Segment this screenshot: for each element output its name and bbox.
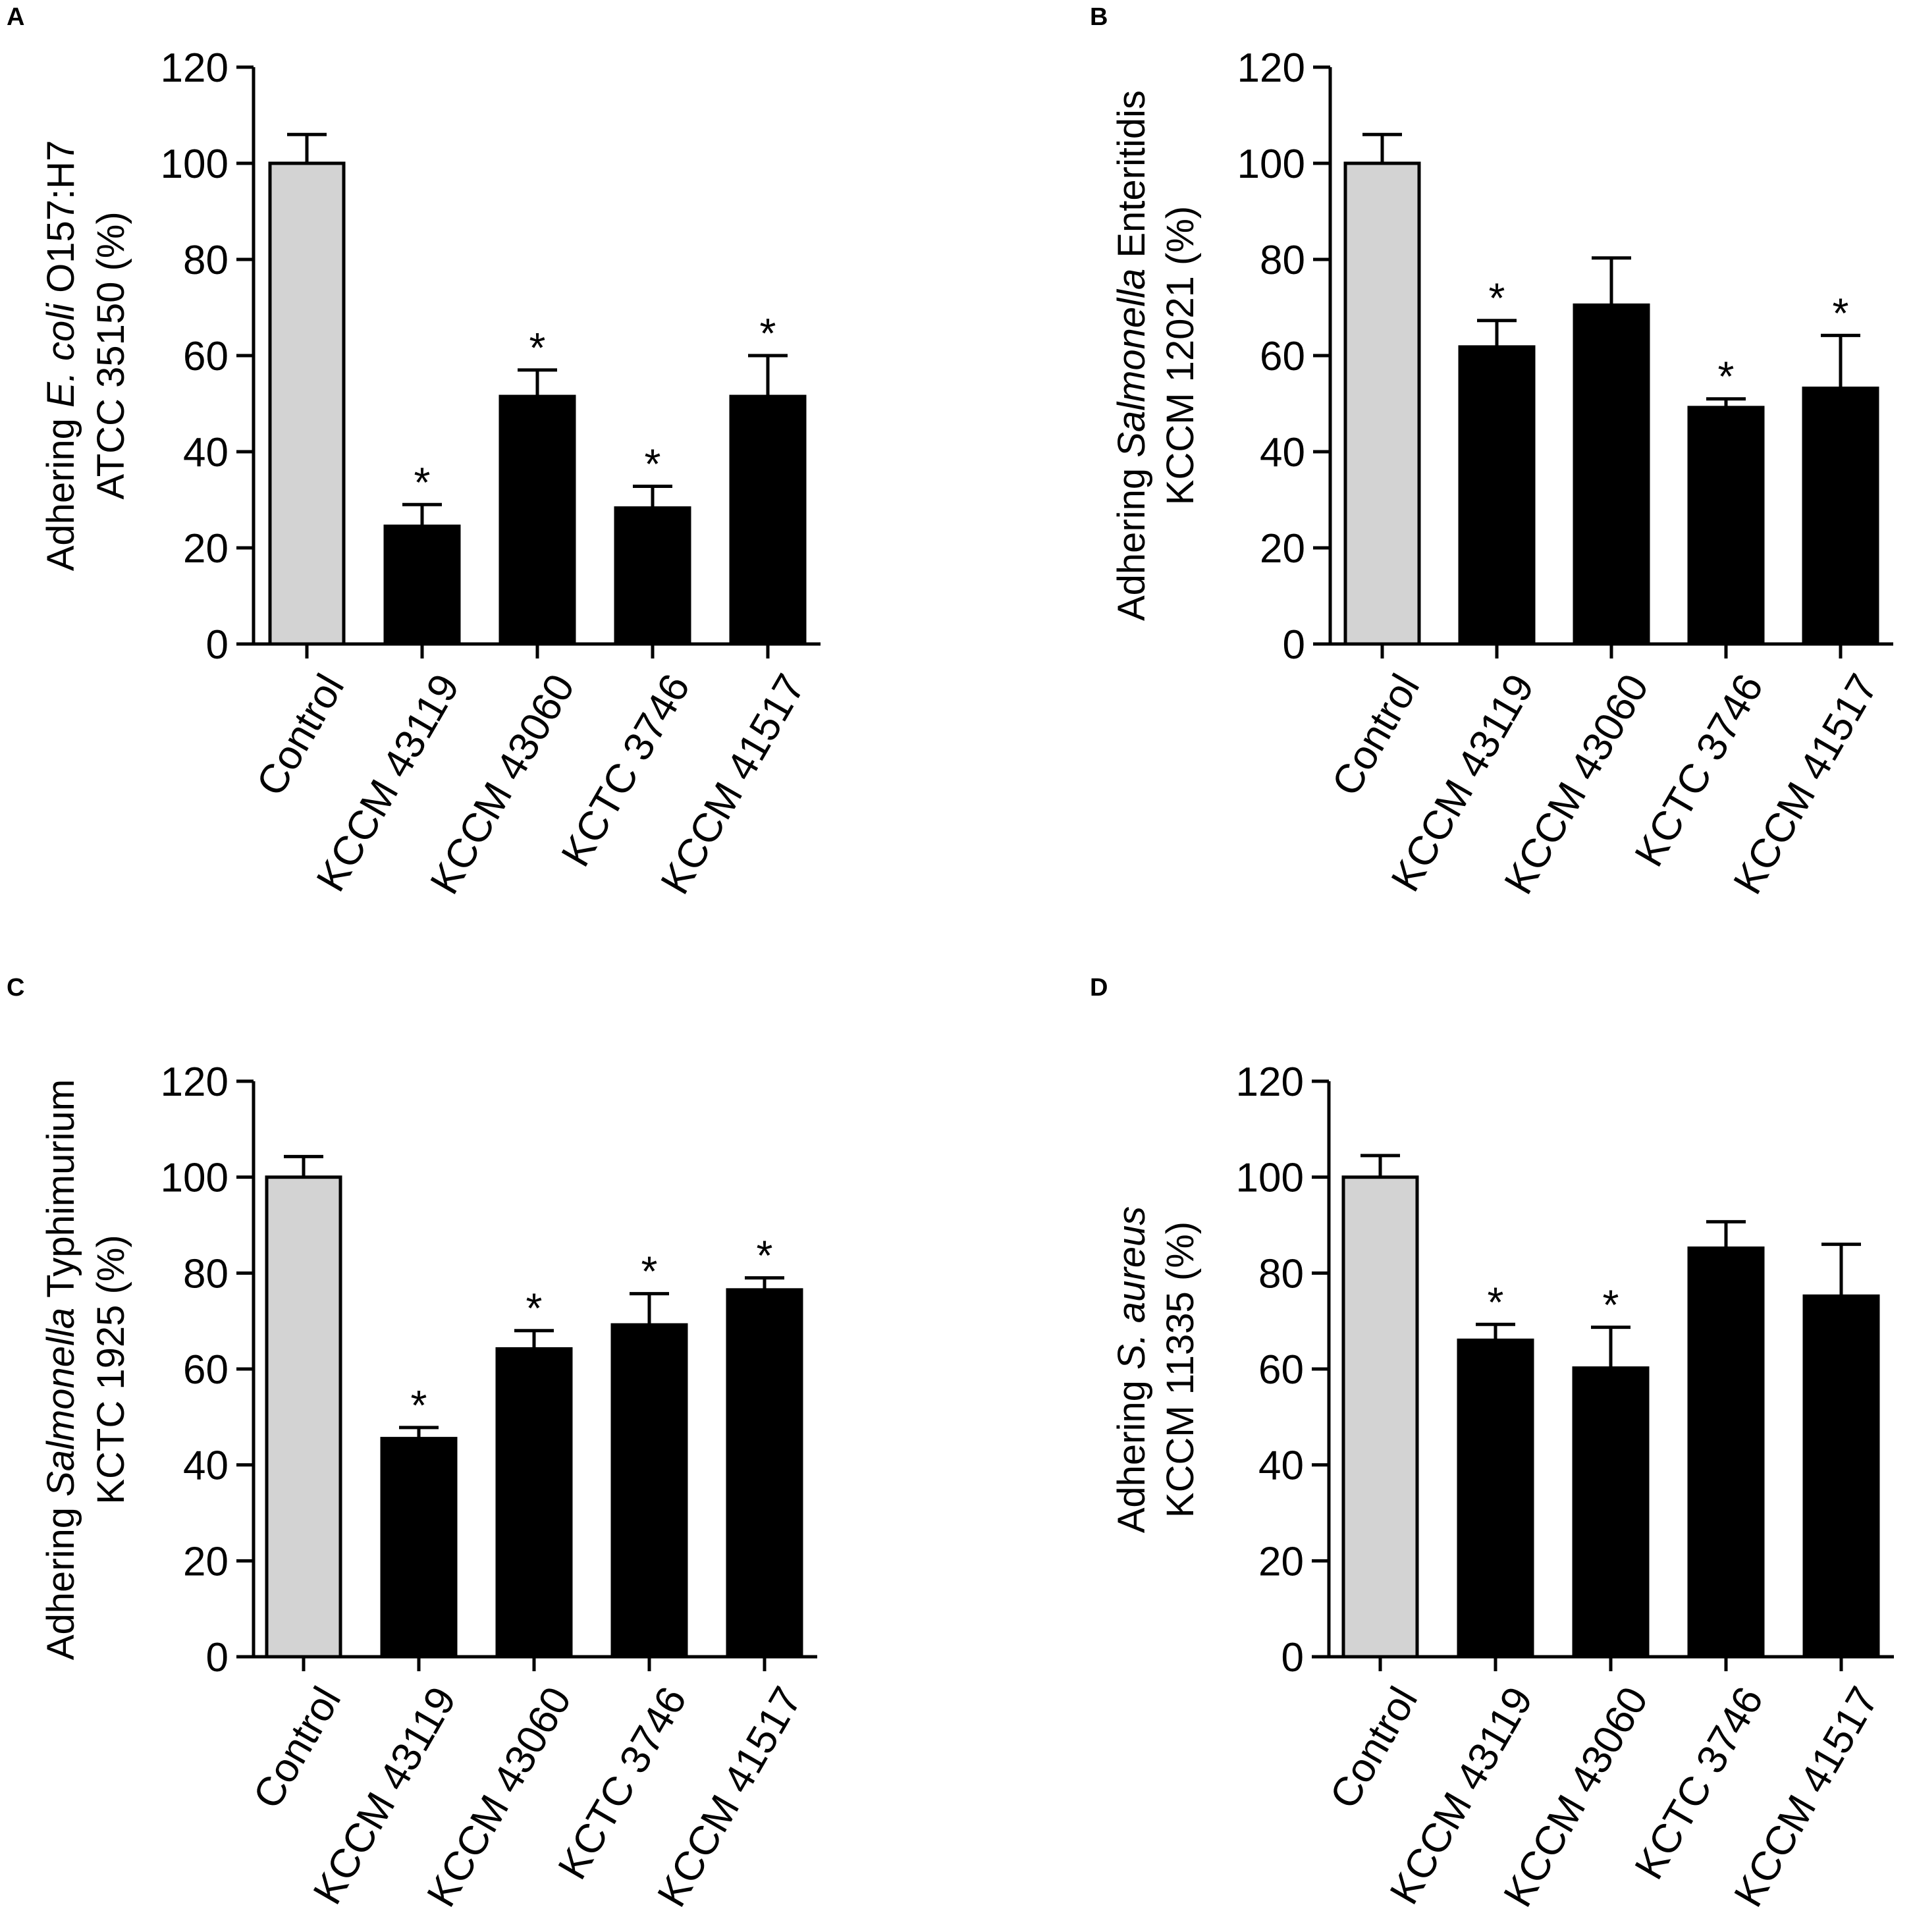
y-axis-label-part: O157:H7 <box>40 140 82 304</box>
significance-star: * <box>760 309 776 357</box>
y-axis-label-part: Salmonella <box>1110 269 1153 458</box>
y-tick-label: 80 <box>183 1251 229 1297</box>
y-axis-label-part: Adhering <box>40 408 82 571</box>
bar <box>1341 1175 1419 1659</box>
significance-star: * <box>1488 1278 1504 1326</box>
significance-star: * <box>1489 275 1505 322</box>
bar <box>1457 1338 1534 1659</box>
y-axis-label-line1: Adhering Salmonella Typhimurium <box>40 1079 82 1660</box>
y-tick-label: 40 <box>183 430 229 475</box>
y-axis-label-line2: KCTC 1925 (%) <box>90 1235 132 1504</box>
significance-star: * <box>1603 1281 1619 1329</box>
y-axis-label-part: Adhering <box>40 1497 82 1660</box>
y-tick-label: 0 <box>1281 1635 1304 1680</box>
category-label: Control <box>1324 667 1429 804</box>
y-tick-label: 60 <box>1258 1347 1304 1393</box>
significance-star: * <box>1833 289 1849 336</box>
y-tick-label: 100 <box>161 142 229 187</box>
y-tick-label: 40 <box>183 1443 229 1489</box>
panel-letter: C <box>7 974 24 1002</box>
category-label: Control <box>248 667 354 804</box>
bar <box>1687 406 1765 646</box>
bar <box>1687 1246 1765 1659</box>
bar <box>1572 1366 1650 1659</box>
bar <box>614 506 691 646</box>
y-tick-label: 60 <box>183 334 229 379</box>
y-tick-label: 0 <box>1283 622 1305 668</box>
y-tick-label: 80 <box>183 238 229 283</box>
bar <box>610 1323 688 1659</box>
bar <box>1802 1294 1880 1659</box>
y-tick-label: 120 <box>161 1060 229 1105</box>
category-label: Control <box>1322 1680 1427 1817</box>
y-tick-label: 100 <box>161 1156 229 1201</box>
bar <box>495 1347 573 1659</box>
significance-star: * <box>529 324 546 371</box>
y-tick-label: 40 <box>1258 1443 1304 1489</box>
y-tick-label: 0 <box>206 1635 229 1680</box>
significance-star: * <box>757 1232 773 1279</box>
bar <box>265 1175 342 1659</box>
significance-star: * <box>1718 353 1735 400</box>
y-axis-label-part: S. aureus <box>1110 1206 1153 1370</box>
bar <box>1573 303 1650 646</box>
y-tick-label: 20 <box>183 526 229 572</box>
bar <box>1458 345 1536 646</box>
bar <box>498 394 576 646</box>
y-tick-label: 120 <box>161 45 229 91</box>
y-tick-label: 80 <box>1260 238 1305 283</box>
y-axis-label-part: Typhimurium <box>40 1079 82 1308</box>
bar <box>380 1437 458 1659</box>
significance-star: * <box>411 1382 427 1429</box>
bar <box>729 394 807 646</box>
bar <box>1802 387 1879 646</box>
y-axis-label-part: Enteritidis <box>1110 90 1153 269</box>
y-axis-label-line2: KCCM 11335 (%) <box>1159 1221 1202 1518</box>
significance-star: * <box>645 441 661 488</box>
y-axis-label-part: Adhering <box>1110 1370 1153 1533</box>
y-tick-label: 120 <box>1237 45 1305 91</box>
panel-letter: B <box>1090 3 1108 31</box>
significance-star: * <box>526 1285 543 1332</box>
significance-star: * <box>641 1248 658 1295</box>
y-axis-label-part: Salmonella <box>40 1308 82 1497</box>
bar <box>268 161 346 646</box>
panel-letter: A <box>7 3 24 31</box>
y-tick-label: 20 <box>183 1539 229 1584</box>
y-tick-label: 120 <box>1236 1060 1304 1105</box>
y-tick-label: 20 <box>1258 1539 1304 1584</box>
y-tick-label: 80 <box>1258 1251 1304 1297</box>
y-tick-label: 60 <box>1260 334 1305 379</box>
bar <box>726 1288 803 1659</box>
y-axis-label-line1: Adhering E. coli O157:H7 <box>40 140 82 572</box>
bar <box>1343 161 1421 646</box>
y-tick-label: 20 <box>1260 526 1305 572</box>
y-tick-label: 100 <box>1237 142 1305 187</box>
y-axis-label-line2: KCCM 12021 (%) <box>1159 206 1202 505</box>
y-axis-label-line1: Adhering Salmonella Enteritidis <box>1110 90 1153 621</box>
y-tick-label: 40 <box>1260 430 1305 475</box>
panel-letter: D <box>1090 974 1108 1002</box>
y-tick-label: 0 <box>206 622 229 668</box>
y-axis-label-line1: Adhering S. aureus <box>1110 1206 1153 1534</box>
bar <box>383 524 461 646</box>
y-axis-label-line2: ATCC 35150 (%) <box>90 211 132 499</box>
significance-star: * <box>414 458 431 506</box>
category-label: Control <box>245 1680 350 1817</box>
y-tick-label: 100 <box>1236 1156 1304 1201</box>
y-axis-label-part: E. coli <box>40 302 82 408</box>
y-axis-label-part: Adhering <box>1110 458 1153 621</box>
y-tick-label: 60 <box>183 1347 229 1393</box>
